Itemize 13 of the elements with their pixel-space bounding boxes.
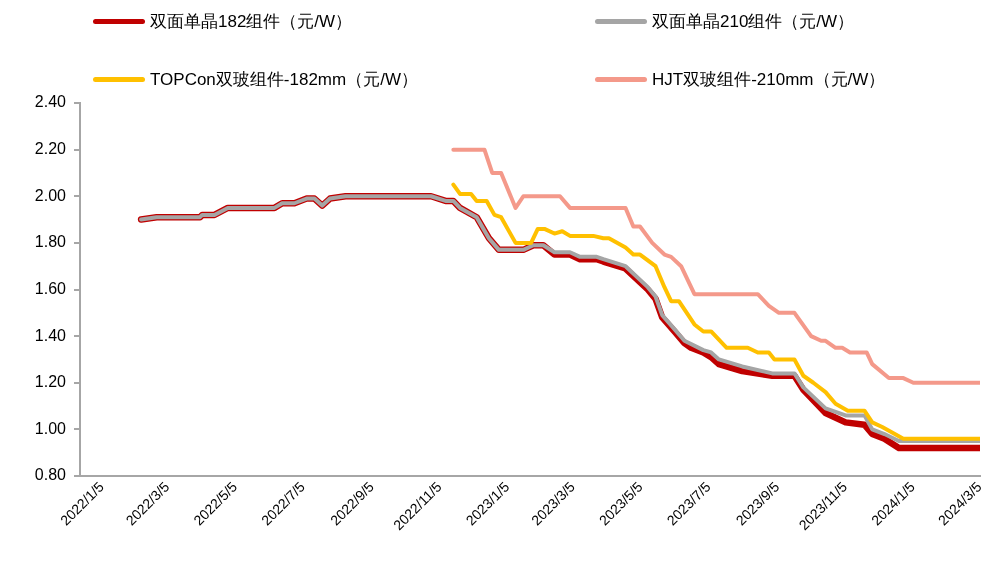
y-tick-label: 1.20 [34, 373, 67, 391]
y-tick-label: 2.40 [34, 93, 67, 111]
legend-label: HJT双玻组件-210mm（元/W） [652, 69, 886, 91]
y-tick-label: 1.80 [34, 233, 67, 251]
y-tick-label: 1.00 [34, 419, 67, 437]
y-tick-label: 0.80 [34, 466, 67, 484]
y-tick-label: 2.00 [34, 186, 67, 204]
legend-label: 双面单晶182组件（元/W） [150, 11, 353, 33]
y-tick-label: 1.60 [34, 279, 67, 297]
y-tick-label: 1.40 [34, 326, 67, 344]
y-tick-label: 2.20 [34, 140, 67, 158]
legend-label: TOPCon双玻组件-182mm（元/W） [150, 69, 418, 91]
legend-label: 双面单晶210组件（元/W） [652, 11, 855, 33]
